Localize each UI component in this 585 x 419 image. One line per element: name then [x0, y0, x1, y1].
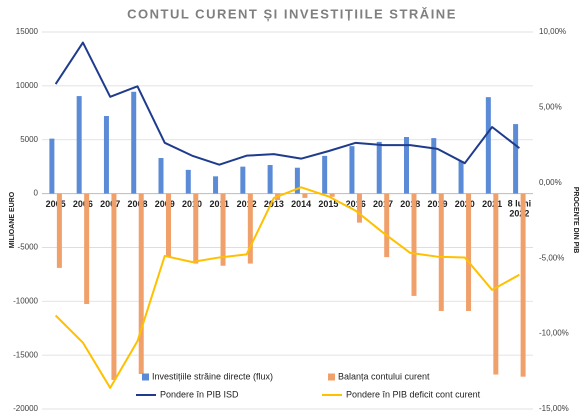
bar	[466, 193, 472, 311]
bar	[411, 193, 417, 296]
x-tick-label: 8 luni 2022	[508, 199, 532, 219]
legend-label: Balanța contului curent	[338, 371, 430, 381]
bar	[240, 166, 246, 194]
y-tick-label: 5000	[20, 135, 38, 144]
legend-label: Investițiile străine directe (flux)	[152, 371, 273, 381]
bar	[158, 158, 164, 194]
y2-tick-label: -10,00%	[539, 329, 569, 338]
y2-tick-label: -5,00%	[539, 253, 564, 262]
bar	[213, 176, 219, 194]
legend-label: Pondere în PIB deficit cont curent	[346, 389, 481, 399]
x-tick-label: 2009	[155, 199, 175, 209]
x-tick-line: 8 luni	[508, 199, 532, 209]
bar	[247, 193, 253, 264]
bar	[103, 116, 109, 194]
x-tick-label: 2014	[291, 199, 311, 209]
bar	[302, 193, 308, 198]
x-tick-label: 2021	[482, 199, 502, 209]
x-tick-line: 2022	[509, 209, 529, 219]
x-tick-label: 2008	[127, 199, 147, 209]
x-tick-label: 2020	[455, 199, 475, 209]
bar	[138, 193, 144, 374]
bar	[458, 161, 464, 194]
legend-swatch	[328, 373, 335, 381]
bar	[329, 193, 335, 197]
bar	[267, 165, 273, 194]
bar	[166, 193, 171, 258]
y-axis-label: MILIOANE EURO	[9, 191, 16, 248]
bar	[294, 167, 300, 194]
bar	[49, 138, 55, 194]
x-tick-label: 2015	[318, 199, 338, 209]
x-tick-label: 2013	[264, 199, 284, 209]
bar	[131, 91, 137, 194]
x-tick-label: 2016	[346, 199, 366, 209]
x-tick-label: 2011	[210, 199, 230, 209]
bar	[376, 141, 382, 194]
y-tick-label: -10000	[13, 296, 38, 305]
x-tick-label: 2019	[428, 199, 448, 209]
y-tick-label: -15000	[13, 350, 38, 359]
chart-title: CONTUL CURENT ȘI INVESTIȚIILE STRĂINE	[127, 6, 457, 21]
bar	[520, 193, 526, 377]
bar	[349, 146, 355, 194]
bar	[356, 193, 362, 223]
bar	[493, 193, 499, 375]
y-tick-label: -5000	[18, 243, 39, 252]
bar	[513, 124, 519, 194]
legend-label: Pondere în PIB ISD	[160, 389, 239, 399]
x-tick-label: 2018	[400, 199, 420, 209]
bar	[193, 193, 199, 264]
bar	[185, 169, 191, 194]
line	[54, 186, 520, 389]
line	[54, 41, 520, 166]
y-tick-label: -20000	[13, 404, 38, 413]
y-tick-label: 0	[34, 189, 39, 198]
x-tick-label: 2010	[182, 199, 202, 209]
bar	[76, 96, 82, 194]
bar	[56, 193, 62, 268]
x-tick-label: 2012	[237, 199, 257, 209]
y2-tick-label: 0,00%	[539, 178, 562, 187]
y2-axis-label: PROCENTE DIN PIB	[572, 187, 579, 254]
bar	[485, 97, 491, 194]
bar	[404, 137, 409, 194]
bar	[431, 138, 437, 194]
bar	[111, 193, 117, 380]
x-tick-label: 2017	[373, 199, 393, 209]
x-tick-label: 2005	[46, 199, 66, 209]
bar	[84, 193, 90, 304]
x-tick-label: 2007	[100, 199, 120, 209]
y2-tick-label: 10,00%	[539, 27, 566, 36]
y-tick-label: 10000	[16, 81, 39, 90]
bar	[384, 193, 390, 258]
bar	[438, 193, 444, 311]
y-tick-label: 15000	[16, 27, 39, 36]
x-tick-label: 2006	[73, 199, 93, 209]
y2-tick-label: -15,00%	[539, 404, 569, 413]
bar	[220, 193, 226, 266]
legend-swatch	[142, 373, 149, 381]
bar	[322, 155, 328, 194]
y2-tick-label: 5,00%	[539, 103, 562, 112]
